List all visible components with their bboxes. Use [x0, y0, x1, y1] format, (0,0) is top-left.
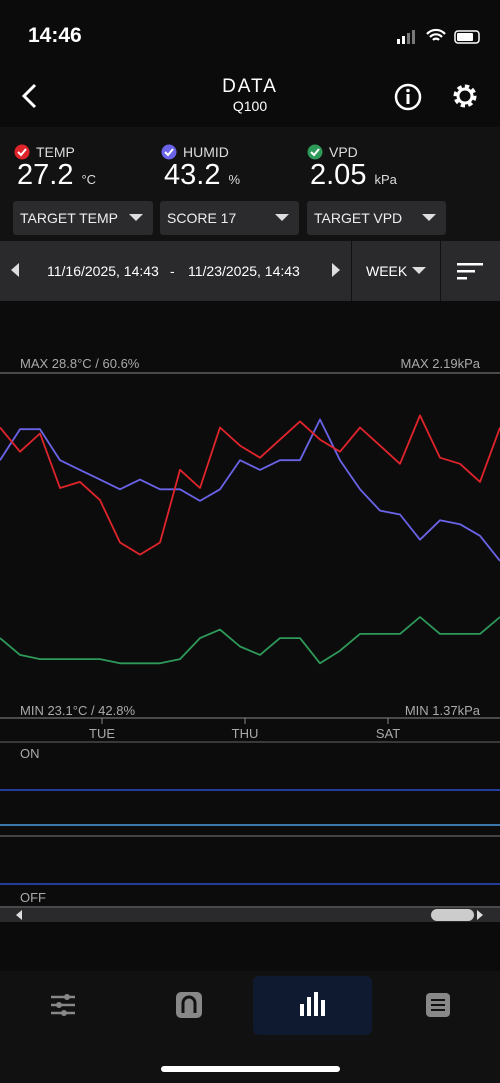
dropdown[interactable]: TARGET VPD [307, 201, 446, 235]
series-line [0, 616, 500, 665]
series-line [0, 418, 500, 562]
reading-value: 43.2 [164, 159, 221, 191]
reading: VPD 2.05 kPa [307, 144, 397, 192]
tab-menu[interactable] [425, 992, 451, 1018]
tab-device[interactable] [175, 991, 203, 1019]
reading-name: TEMP [36, 144, 75, 160]
tab-controls[interactable] [50, 992, 76, 1018]
reading-unit: °C [81, 172, 97, 187]
chart: MAX 28.8°C / 60.6% MAX 2.19kPa MIN 23.1°… [0, 302, 500, 922]
range-end: 11/23/2025, 14:43 [188, 263, 300, 279]
clock: 14:46 [28, 24, 82, 47]
info-button[interactable] [393, 82, 423, 112]
reading-dot [307, 144, 323, 160]
prev-button[interactable] [11, 263, 21, 277]
dropdown[interactable]: SCORE 17 [160, 201, 299, 235]
min-right: MIN 1.37kPa [405, 703, 481, 718]
header-title: DATA [222, 76, 278, 97]
reading-dot [161, 144, 177, 160]
tab-active [253, 976, 372, 1035]
min-left: MIN 23.1°C / 42.8% [20, 703, 135, 718]
sort-button[interactable] [457, 261, 485, 281]
reading-unit: % [228, 172, 241, 187]
tab-bar [0, 971, 500, 1083]
period-arrow [412, 267, 426, 274]
next-button[interactable] [330, 263, 340, 277]
range-separator: - [170, 263, 175, 279]
tab-data[interactable] [299, 990, 327, 1018]
reading-dot [14, 144, 30, 160]
reading-value: 27.2 [17, 159, 74, 191]
max-left: MAX 28.8°C / 60.6% [20, 356, 140, 371]
on-label: ON [20, 746, 40, 761]
period-select[interactable]: WEEK [366, 263, 408, 279]
range-start: 11/16/2025, 14:43 [47, 263, 159, 279]
off-label: OFF [20, 890, 46, 905]
settings-button[interactable] [450, 81, 480, 111]
reading: TEMP 27.2 °C [14, 144, 96, 192]
reading-name: HUMID [183, 144, 229, 160]
reading: HUMID 43.2% [161, 144, 240, 192]
divider [440, 241, 441, 301]
day-label: SAT [376, 726, 400, 741]
reading-value: 2.05 [310, 159, 367, 191]
reading-name: VPD [329, 144, 358, 160]
back-button[interactable] [18, 82, 42, 110]
day-label: TUE [89, 726, 115, 741]
series-line [0, 414, 500, 556]
dropdown[interactable]: TARGET TEMP [13, 201, 153, 235]
status-icons [397, 28, 480, 44]
reading-unit: kPa [374, 172, 397, 187]
divider [351, 241, 352, 301]
header-subtitle: Q100 [232, 98, 268, 114]
home-indicator [161, 1066, 340, 1072]
max-right: MAX 2.19kPa [401, 356, 481, 371]
day-label: THU [232, 726, 259, 741]
